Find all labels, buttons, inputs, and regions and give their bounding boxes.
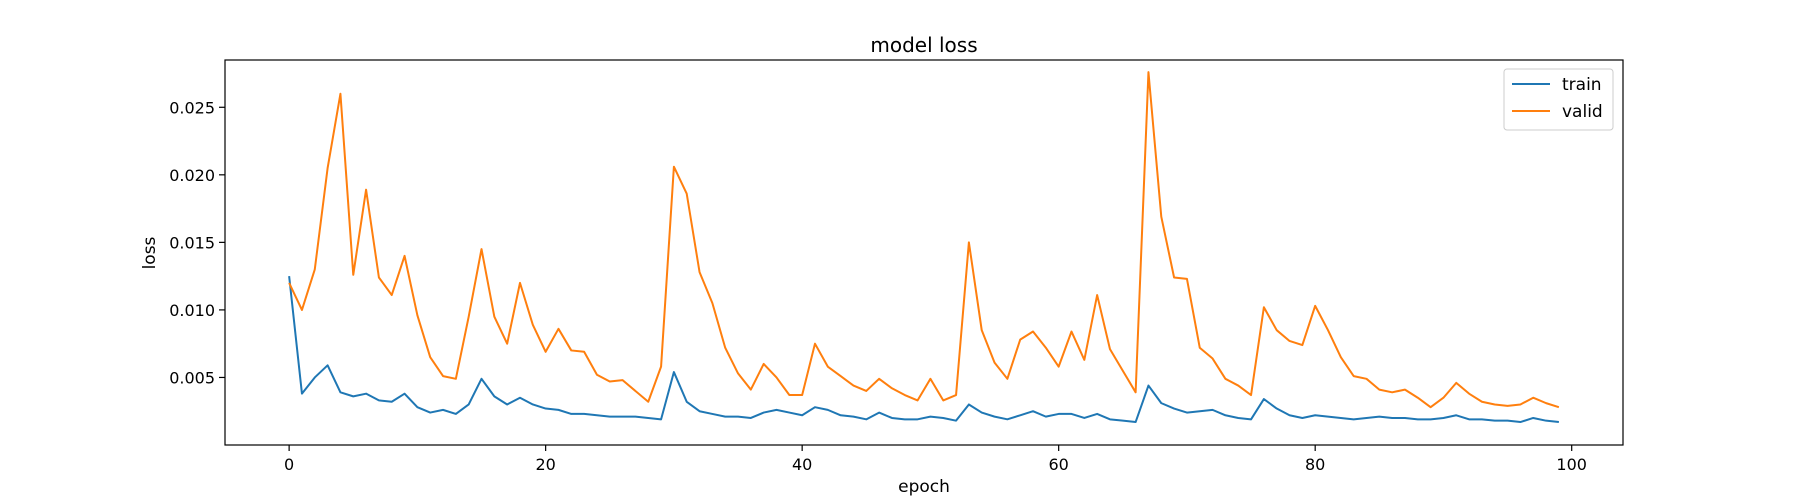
x-tick-label: 100 — [1556, 455, 1587, 474]
chart-title: model loss — [870, 33, 977, 57]
y-axis-ticks: 0.005 0.010 0.015 0.020 0.025 — [169, 98, 225, 387]
legend: train valid — [1503, 68, 1614, 131]
y-tick-label: 0.020 — [169, 166, 215, 185]
x-tick-label: 20 — [535, 455, 555, 474]
y-tick-label: 0.010 — [169, 301, 215, 320]
x-axis-label: epoch — [898, 477, 950, 497]
plot-frame — [224, 59, 1624, 446]
x-tick-label: 80 — [1305, 455, 1325, 474]
x-axis-ticks: 0 20 40 60 80 100 — [284, 445, 1587, 474]
y-tick-label: 0.005 — [169, 368, 215, 387]
series-line-train — [288, 276, 1559, 424]
legend-label-valid: valid — [1562, 102, 1603, 122]
y-tick-label: 0.025 — [169, 98, 215, 117]
y-axis-label: loss — [140, 236, 160, 269]
series-line-valid — [288, 71, 1560, 409]
x-tick-label: 0 — [284, 455, 294, 474]
series-layer — [288, 71, 1560, 424]
x-tick-label: 60 — [1048, 455, 1068, 474]
legend-label-train: train — [1562, 75, 1602, 95]
y-tick-label: 0.015 — [169, 233, 215, 252]
x-tick-label: 40 — [792, 455, 812, 474]
